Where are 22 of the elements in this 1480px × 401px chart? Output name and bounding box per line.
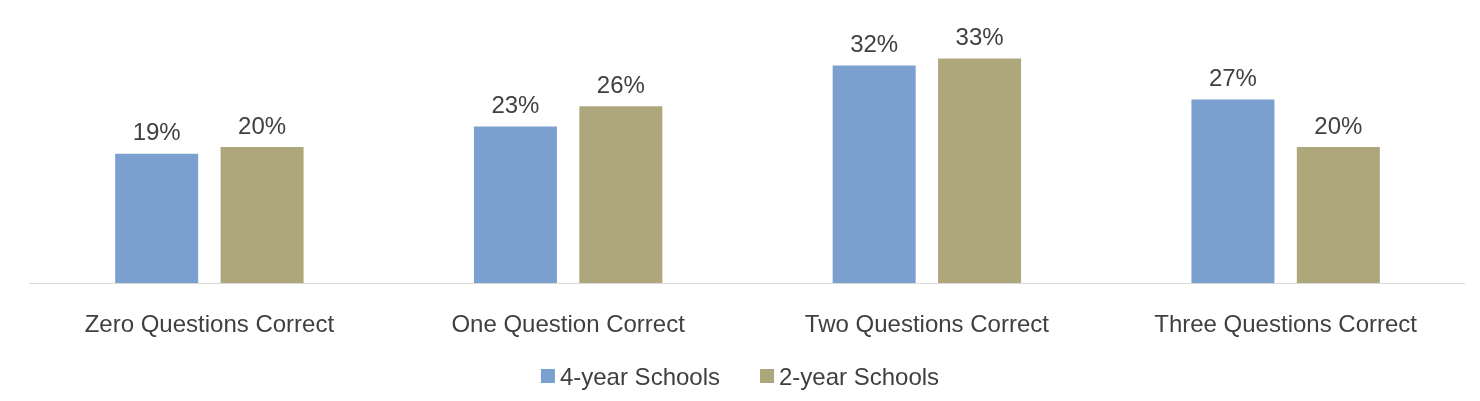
data-label: 27% <box>1208 63 1257 91</box>
bar <box>832 65 916 283</box>
x-tick-label: One Question Correct <box>451 309 686 337</box>
bar <box>473 126 557 283</box>
bar <box>1296 147 1380 283</box>
data-label: 32% <box>850 29 899 57</box>
data-label: 20% <box>238 111 287 139</box>
bar <box>220 147 304 283</box>
data-label: 33% <box>955 23 1004 51</box>
x-tick-label: Three Questions Correct <box>1154 309 1418 337</box>
bar <box>1191 99 1275 283</box>
data-label: 23% <box>491 91 540 119</box>
bar <box>938 58 1022 283</box>
x-tick-label: Two Questions Correct <box>804 309 1050 337</box>
data-label: 19% <box>132 118 181 146</box>
legend-label: 4-year Schools <box>559 362 720 390</box>
data-label: 20% <box>1314 111 1363 139</box>
bar <box>579 106 663 283</box>
x-tick-label: Zero Questions Correct <box>84 309 335 337</box>
bar <box>115 153 199 283</box>
data-label: 26% <box>596 70 645 98</box>
legend-label: 2-year Schools <box>779 362 940 390</box>
